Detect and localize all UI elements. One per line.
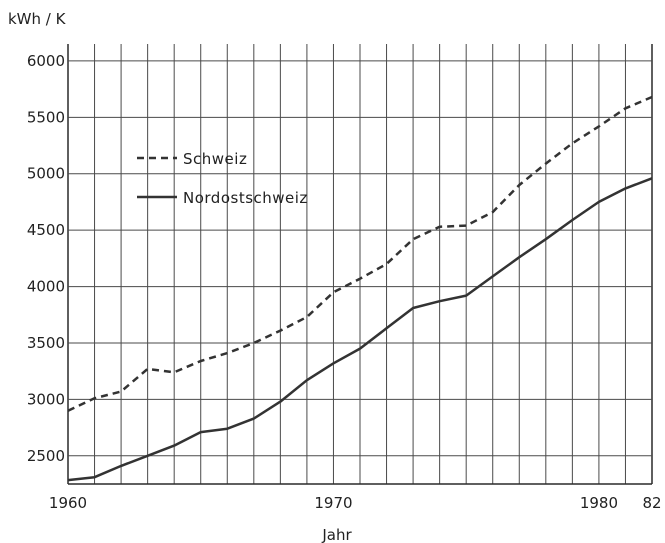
y-tick-label: 3000 [27, 390, 65, 408]
y-tick-label: 6000 [27, 52, 65, 70]
y-axis-title: kWh / K [8, 10, 67, 28]
y-tick-label: 5000 [27, 165, 65, 183]
y-tick-label: 3500 [27, 334, 65, 352]
y-tick-label: 5500 [27, 108, 65, 126]
y-tick-label: 4500 [27, 221, 65, 239]
x-tick-label: 82 [642, 494, 661, 512]
series-lines [67, 95, 653, 482]
x-tick-label: 1970 [314, 494, 352, 512]
x-tick-label: 1980 [580, 494, 618, 512]
tick-labels: 2500 3000 3500 4000 4500 5000 5500 6000 1960 1970… [27, 52, 662, 512]
y-tick-label: 2500 [27, 447, 65, 465]
series-line-nordostschweiz [67, 177, 653, 482]
legend-label-schweiz: Schweiz [183, 150, 247, 168]
x-axis-title: Jahr [321, 526, 352, 543]
series-line-schweiz [67, 95, 653, 412]
y-tick-label: 4000 [27, 278, 65, 296]
x-tick-label: 1960 [49, 494, 87, 512]
legend: Schweiz Nordostschweiz [137, 150, 308, 207]
grid [67, 44, 653, 485]
legend-label-nordostschweiz: Nordostschweiz [183, 189, 308, 207]
